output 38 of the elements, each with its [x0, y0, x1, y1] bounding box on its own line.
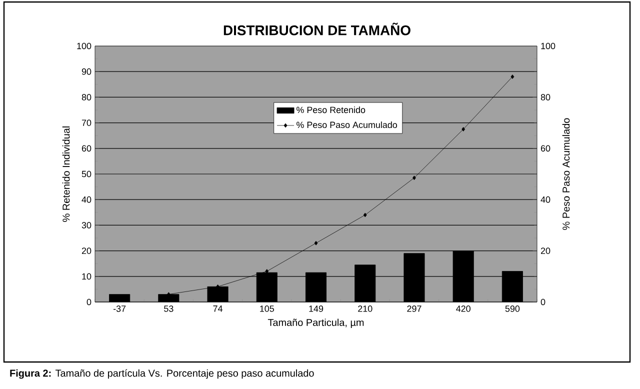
text: Figura 2: Tamaño de partícula Vs. Porcentaje peso paso acumulado — [10, 369, 314, 379]
y-tick-label: 50 — [82, 170, 92, 178]
point — [412, 176, 416, 180]
y-tick-label: 90 — [82, 68, 92, 75]
y-tick-label: 80 — [82, 94, 92, 100]
x-tick-label: -37 — [113, 306, 126, 312]
y2-tick-label: 60 — [540, 145, 550, 152]
y2-tick-label: 80 — [540, 94, 550, 100]
point — [510, 74, 514, 79]
y-tick-label: 10 — [82, 273, 92, 280]
legend-label: % Peso Retenido — [296, 106, 366, 114]
y-tick-label: 70 — [82, 120, 92, 126]
y2-tick-label: 20 — [540, 248, 550, 254]
y2-axis-title: % Peso Paso Acumulado — [562, 118, 570, 230]
x-tick-label: 210 — [358, 306, 372, 312]
x-tick-label: 105 — [260, 306, 274, 312]
x-tick-label: 297 — [407, 306, 422, 312]
chart-title: DISTRIBUCION DE TAMAÑO — [224, 22, 410, 36]
x-tick-label: 590 — [505, 306, 520, 312]
y-tick-label: 100 — [77, 42, 92, 50]
y2-tick-label: 40 — [540, 196, 550, 203]
y-tick-label: 60 — [82, 145, 92, 152]
legend-label: % Peso Paso Acumulado — [296, 121, 398, 128]
y-tick-label: 20 — [82, 248, 92, 254]
point — [314, 240, 318, 246]
x-tick-label: 53 — [164, 306, 174, 312]
x-tick-label: 149 — [309, 306, 324, 312]
x-tick-label: 74 — [213, 306, 222, 312]
y-tick-label: 30 — [82, 222, 92, 228]
y-tick-label: 0 — [86, 298, 92, 306]
x-axis-title: Tamaño Particula, µm — [268, 318, 364, 328]
y2-tick-label: 100 — [541, 42, 556, 50]
y2-tick-label: 0 — [540, 298, 546, 306]
x-tick-label: 420 — [456, 306, 470, 312]
y-tick-label: 40 — [82, 196, 92, 203]
y-axis-title: % Retenido Individual — [62, 126, 70, 222]
point — [363, 212, 367, 218]
point — [462, 127, 466, 132]
